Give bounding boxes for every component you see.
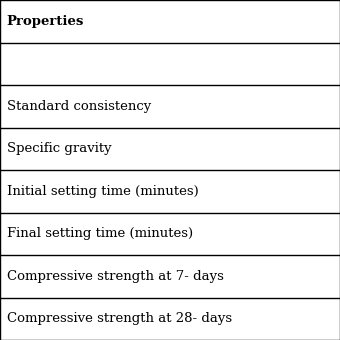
- Text: Compressive strength at 28- days: Compressive strength at 28- days: [7, 312, 232, 325]
- Text: Compressive strength at 7- days: Compressive strength at 7- days: [7, 270, 224, 283]
- Text: Properties: Properties: [7, 15, 84, 28]
- Text: Standard consistency: Standard consistency: [7, 100, 151, 113]
- Text: Specific gravity: Specific gravity: [7, 142, 112, 155]
- Text: Initial setting time (minutes): Initial setting time (minutes): [7, 185, 199, 198]
- Text: Final setting time (minutes): Final setting time (minutes): [7, 227, 193, 240]
